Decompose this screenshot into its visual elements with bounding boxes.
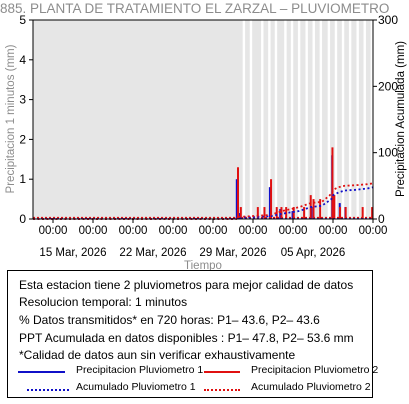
- data-gap-17: [370, 20, 374, 219]
- x-tick-label-2: 00:00: [119, 225, 148, 237]
- y-axis-title-left: Precipitacion 1 minutos (mm): [5, 44, 17, 193]
- x-date-label-0: 15 Mar, 2026: [39, 247, 106, 259]
- data-gap-8: [305, 20, 308, 219]
- legend-swatch-cumul-p2: [204, 389, 240, 391]
- bar-p1-2: [268, 187, 271, 219]
- plot-background: [33, 20, 373, 219]
- info-line-resolution: Resolucion temporal: 1 minutos: [19, 295, 188, 309]
- data-gap-16: [363, 20, 366, 219]
- data-gap-12: [334, 20, 338, 219]
- left-tick-label-2: 2: [19, 132, 26, 146]
- rainfall-chart: 885. PLANTA DE TRATAMIENTO EL ZARZAL – P…: [0, 1, 407, 270]
- legend-swatch-cumul-p1: [27, 389, 69, 391]
- y-axis-title-right: Precipitacion Acumulada (mm): [395, 41, 407, 197]
- bar-p1-0: [235, 179, 238, 219]
- left-tick-label-0: 0: [19, 212, 26, 226]
- bar-p2-8: [292, 207, 295, 219]
- bar-p2-14: [333, 195, 336, 219]
- cumulative-lines: [33, 182, 374, 220]
- left-tick-label-1: 1: [19, 172, 26, 186]
- bar-p2-13: [331, 147, 334, 219]
- data-gap-11: [327, 20, 331, 219]
- legend-swatch-precip-p1: [18, 371, 65, 373]
- data-gap-10: [319, 20, 323, 219]
- x-tick-label-4: 00:00: [199, 225, 228, 237]
- x-date-label-3: 05 Apr, 2026: [281, 247, 346, 259]
- data-gap-7: [297, 20, 301, 219]
- bar-p2-7: [285, 207, 288, 219]
- x-axis-title: Tiempo: [184, 260, 222, 270]
- right-tick-label-1: 100: [378, 146, 398, 160]
- bar-p2-4: [270, 179, 273, 219]
- bar-p2-17: [361, 207, 364, 219]
- data-gap-1: [249, 20, 253, 219]
- right-tick-label-2: 200: [378, 79, 398, 93]
- legend-label-precip-p1: Precipitacion Pluviometro 1: [76, 364, 204, 376]
- right-y-axis: 0 100 200 300: [373, 13, 398, 226]
- legend-label-cumul-p1: Acumulado Pluviometro 1: [76, 381, 196, 393]
- info-line-quality-note: *Calidad de datos aun sin verificar exha…: [19, 348, 296, 362]
- missing-data-gaps: [242, 20, 374, 219]
- bar-p2-18: [371, 207, 374, 219]
- data-gap-3: [268, 20, 271, 219]
- bar-p2-2: [256, 207, 259, 219]
- left-tick-label-3: 3: [19, 93, 26, 107]
- bar-p2-0: [237, 167, 239, 219]
- left-tick-label-4: 4: [19, 53, 26, 67]
- bar-p2-16: [344, 207, 347, 219]
- data-gap-13: [341, 20, 345, 219]
- bar-p2-11: [312, 199, 315, 219]
- bar-p2-12: [319, 199, 322, 219]
- legend-label-precip-p2: Precipitacion Pluviometro 2: [251, 364, 379, 376]
- data-gap-0: [242, 20, 246, 219]
- bar-p2-9: [303, 207, 306, 219]
- right-tick-label-3: 300: [378, 13, 398, 27]
- x-tick-label-7: 00:00: [319, 225, 348, 237]
- info-box: Esta estacion tiene 2 pluviometros para …: [7, 270, 378, 398]
- bar-p2-15: [339, 207, 341, 219]
- x-tick-label-3: 00:00: [159, 225, 188, 237]
- legend-swatch-precip-p2: [204, 371, 240, 373]
- chart-title: 885. PLANTA DE TRATAMIENTO EL ZARZAL – P…: [0, 1, 389, 16]
- x-tick-label-8: 00:00: [359, 225, 388, 237]
- plot-frame: [32, 19, 374, 220]
- right-tick-label-0: 0: [378, 212, 385, 226]
- data-gap-14: [348, 20, 352, 219]
- bar-p2-6: [280, 207, 283, 219]
- data-gap-6: [290, 20, 294, 219]
- data-gap-9: [312, 20, 315, 219]
- x-tick-label-1: 00:00: [79, 225, 108, 237]
- info-line-stations: Esta estacion tiene 2 pluviometros para …: [19, 278, 354, 292]
- legend-label-cumul-p2: Acumulado Pluviometro 2: [251, 381, 371, 393]
- x-tick-label-0: 00:00: [39, 225, 68, 237]
- left-tick-label-5: 5: [19, 13, 26, 27]
- data-gap-2: [261, 20, 264, 219]
- x-date-label-2: 29 Mar, 2026: [199, 247, 266, 259]
- data-gap-5: [284, 20, 287, 219]
- bar-p2-3: [263, 207, 266, 219]
- left-y-axis: 0 1 2 3 4 5: [19, 13, 33, 226]
- x-tick-label-6: 00:00: [279, 225, 308, 237]
- x-axis: 00:00 00:00 00:00 00:00 00:00 00:00 00:00 00:00…: [39, 219, 388, 259]
- x-tick-label-5: 00:00: [239, 225, 268, 237]
- bar-p2-1: [239, 207, 242, 219]
- bar-p2-5: [275, 207, 278, 219]
- info-line-data-transmitted: % Datos transmitidos* en 720 horas: P1– …: [19, 313, 320, 327]
- cumulative-line-p2: [33, 182, 374, 220]
- bar-p1-4: [291, 211, 294, 219]
- x-date-label-1: 22 Mar, 2026: [119, 247, 186, 259]
- info-line-accumulated: PPT Acumulada en datos disponibles : P1–…: [19, 331, 354, 345]
- data-gap-15: [356, 20, 359, 219]
- data-gap-4: [274, 20, 278, 219]
